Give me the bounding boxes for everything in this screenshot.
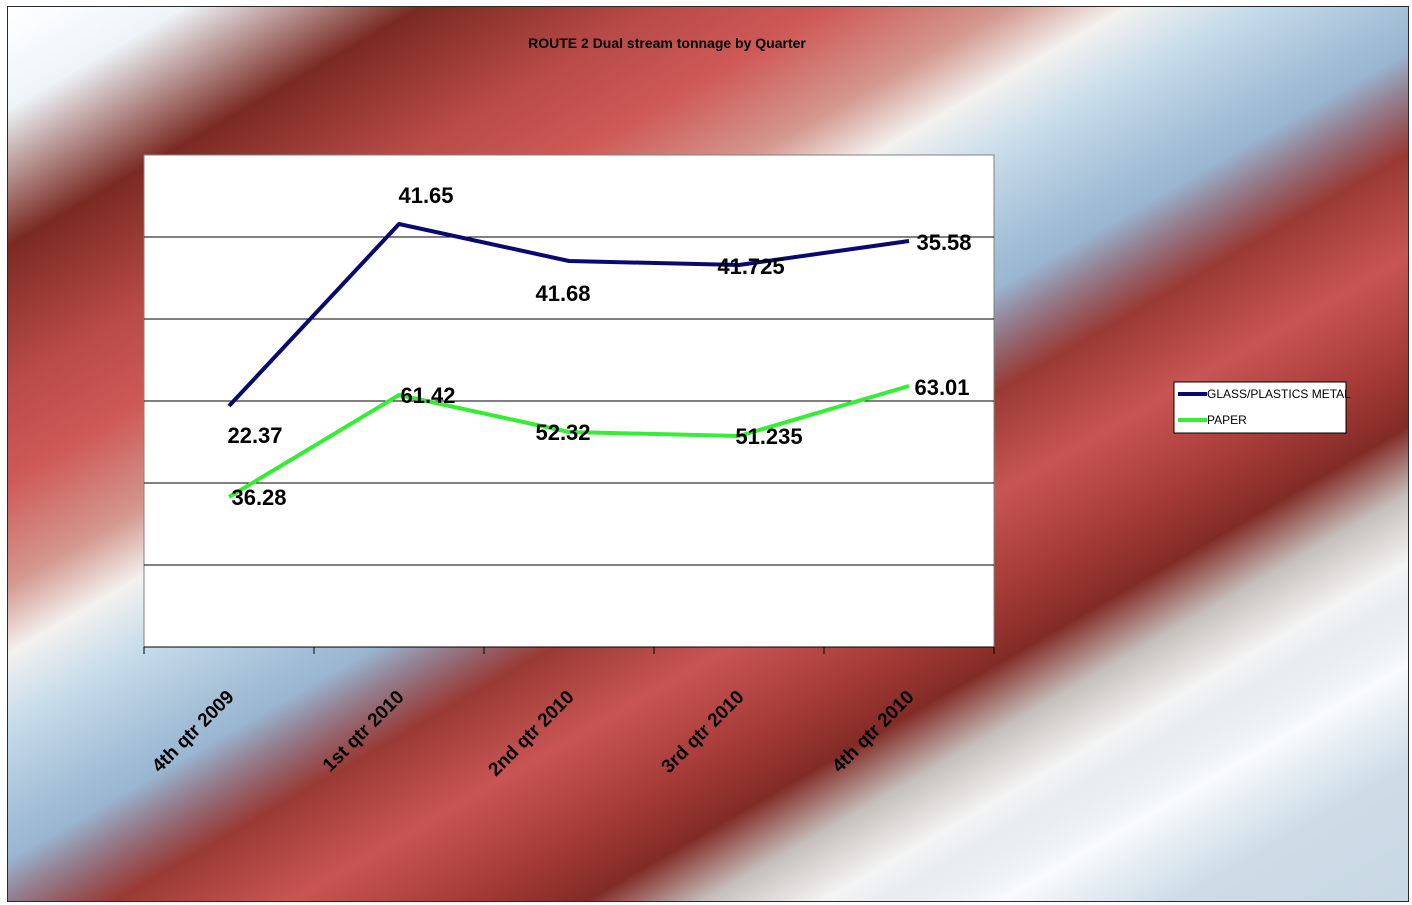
data-label: 51.235 bbox=[735, 424, 802, 449]
data-label: 35.58 bbox=[916, 230, 971, 255]
series-line-glass-plastics-metal bbox=[227, 222, 910, 408]
x-tick-labels: 4th qtr 2009 1st qtr 2010 2nd qtr 2010 3rd … bbox=[148, 687, 918, 781]
data-label: 61.42 bbox=[400, 383, 455, 408]
x-tick-label: 4th qtr 2009 bbox=[148, 687, 238, 777]
series-line-paper bbox=[227, 384, 910, 499]
chart-title: ROUTE 2 Dual stream tonnage by Quarter bbox=[528, 35, 806, 51]
legend-label-glass-plastics-metal: GLASS/PLASTICS METAL bbox=[1207, 387, 1351, 401]
data-label: 36.28 bbox=[231, 485, 286, 510]
x-axis bbox=[143, 646, 995, 654]
legend-box bbox=[1173, 381, 1347, 434]
data-label: 22.37 bbox=[227, 423, 282, 448]
x-tick-label: 2nd qtr 2010 bbox=[485, 687, 579, 781]
legend: GLASS/PLASTICS METAL PAPER bbox=[1173, 381, 1351, 434]
legend-label-paper: PAPER bbox=[1207, 413, 1247, 427]
data-label: 63.01 bbox=[914, 375, 969, 400]
data-label: 41.725 bbox=[717, 254, 784, 279]
data-label: 41.68 bbox=[535, 281, 590, 306]
x-tick-label: 4th qtr 2010 bbox=[828, 687, 918, 777]
data-label: 52.32 bbox=[535, 420, 590, 445]
x-tick-label: 3rd qtr 2010 bbox=[658, 687, 749, 778]
data-label: 41.65 bbox=[398, 183, 453, 208]
series-lines bbox=[227, 222, 910, 499]
data-labels: 22.37 41.65 41.68 41.725 35.58 36.28 61.42 52.3… bbox=[227, 183, 971, 510]
x-tick-label: 1st qtr 2010 bbox=[319, 687, 409, 777]
